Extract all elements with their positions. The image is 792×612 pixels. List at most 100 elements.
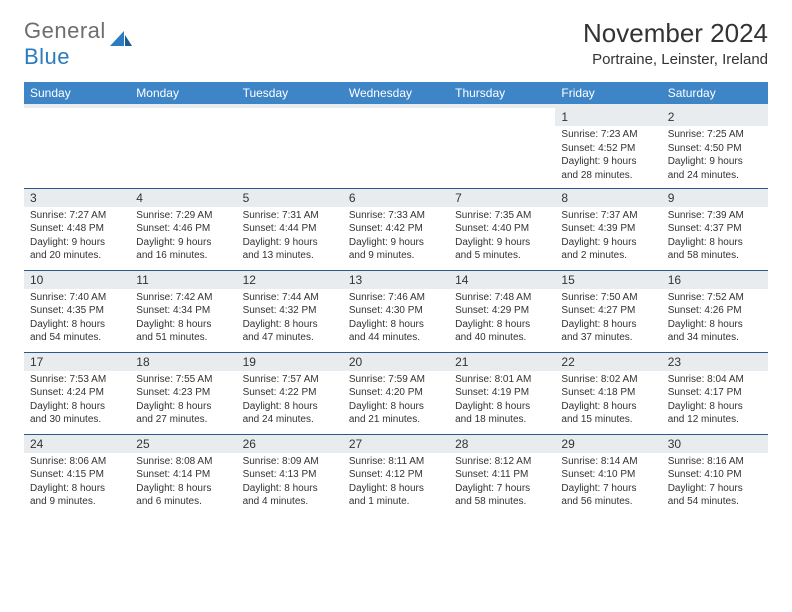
day-number: 26 bbox=[237, 435, 343, 453]
sunset-text: Sunset: 4:39 PM bbox=[561, 222, 655, 236]
day-number: 19 bbox=[237, 353, 343, 371]
daylight-text: Daylight: 8 hours and 18 minutes. bbox=[455, 400, 549, 427]
calendar-day-cell: 10Sunrise: 7:40 AMSunset: 4:35 PMDayligh… bbox=[24, 270, 130, 352]
sunset-text: Sunset: 4:50 PM bbox=[668, 142, 762, 156]
daylight-text: Daylight: 8 hours and 34 minutes. bbox=[668, 318, 762, 345]
sunset-text: Sunset: 4:32 PM bbox=[243, 304, 337, 318]
location-label: Portraine, Leinster, Ireland bbox=[583, 51, 768, 68]
brand-logo: General Blue bbox=[24, 18, 132, 70]
header: General Blue November 2024 Portraine, Le… bbox=[24, 18, 768, 70]
daylight-text: Daylight: 8 hours and 54 minutes. bbox=[30, 318, 124, 345]
day-body bbox=[449, 126, 555, 132]
daylight-text: Daylight: 9 hours and 16 minutes. bbox=[136, 236, 230, 263]
day-number: 10 bbox=[24, 271, 130, 289]
day-body: Sunrise: 7:53 AMSunset: 4:24 PMDaylight:… bbox=[24, 371, 130, 431]
calendar-day-cell: 20Sunrise: 7:59 AMSunset: 4:20 PMDayligh… bbox=[343, 352, 449, 434]
calendar-day-cell bbox=[343, 106, 449, 188]
sunrise-text: Sunrise: 7:40 AM bbox=[30, 291, 124, 305]
sunset-text: Sunset: 4:17 PM bbox=[668, 386, 762, 400]
sunset-text: Sunset: 4:52 PM bbox=[561, 142, 655, 156]
day-body: Sunrise: 7:29 AMSunset: 4:46 PMDaylight:… bbox=[130, 207, 236, 267]
weekday-header: Tuesday bbox=[237, 82, 343, 106]
sunset-text: Sunset: 4:11 PM bbox=[455, 468, 549, 482]
calendar-week-row: 1 Sunrise: 7:23 AMSunset: 4:52 PMDaylight… bbox=[24, 106, 768, 188]
daylight-text: Daylight: 8 hours and 4 minutes. bbox=[243, 482, 337, 509]
day-body bbox=[130, 126, 236, 132]
day-body: Sunrise: 8:08 AMSunset: 4:14 PMDaylight:… bbox=[130, 453, 236, 513]
sunrise-text: Sunrise: 7:37 AM bbox=[561, 209, 655, 223]
daylight-text: Daylight: 9 hours and 28 minutes. bbox=[561, 155, 655, 182]
calendar-day-cell: 9Sunrise: 7:39 AMSunset: 4:37 PMDaylight… bbox=[662, 188, 768, 270]
day-number: 4 bbox=[130, 189, 236, 207]
calendar-day-cell: 6Sunrise: 7:33 AMSunset: 4:42 PMDaylight… bbox=[343, 188, 449, 270]
title-block: November 2024 Portraine, Leinster, Irela… bbox=[583, 18, 768, 68]
sunrise-text: Sunrise: 8:14 AM bbox=[561, 455, 655, 469]
day-body: Sunrise: 7:33 AMSunset: 4:42 PMDaylight:… bbox=[343, 207, 449, 267]
sunset-text: Sunset: 4:30 PM bbox=[349, 304, 443, 318]
weekday-header: Saturday bbox=[662, 82, 768, 106]
sunrise-text: Sunrise: 7:29 AM bbox=[136, 209, 230, 223]
sunrise-text: Sunrise: 7:23 AM bbox=[561, 128, 655, 142]
daylight-text: Daylight: 9 hours and 20 minutes. bbox=[30, 236, 124, 263]
day-body: Sunrise: 8:06 AMSunset: 4:15 PMDaylight:… bbox=[24, 453, 130, 513]
sunset-text: Sunset: 4:20 PM bbox=[349, 386, 443, 400]
calendar-day-cell bbox=[237, 106, 343, 188]
day-number: 23 bbox=[662, 353, 768, 371]
day-number: 8 bbox=[555, 189, 661, 207]
day-body: Sunrise: 8:09 AMSunset: 4:13 PMDaylight:… bbox=[237, 453, 343, 513]
sunrise-text: Sunrise: 8:02 AM bbox=[561, 373, 655, 387]
day-number: 24 bbox=[24, 435, 130, 453]
sunset-text: Sunset: 4:15 PM bbox=[30, 468, 124, 482]
calendar-day-cell: 30Sunrise: 8:16 AMSunset: 4:10 PMDayligh… bbox=[662, 434, 768, 516]
daylight-text: Daylight: 8 hours and 51 minutes. bbox=[136, 318, 230, 345]
sunset-text: Sunset: 4:14 PM bbox=[136, 468, 230, 482]
sunset-text: Sunset: 4:42 PM bbox=[349, 222, 443, 236]
sunrise-text: Sunrise: 8:11 AM bbox=[349, 455, 443, 469]
day-body: Sunrise: 7:42 AMSunset: 4:34 PMDaylight:… bbox=[130, 289, 236, 349]
day-number: 15 bbox=[555, 271, 661, 289]
day-number: 11 bbox=[130, 271, 236, 289]
sunrise-text: Sunrise: 8:08 AM bbox=[136, 455, 230, 469]
sunset-text: Sunset: 4:12 PM bbox=[349, 468, 443, 482]
day-body: Sunrise: 8:16 AMSunset: 4:10 PMDaylight:… bbox=[662, 453, 768, 513]
day-body: Sunrise: 7:35 AMSunset: 4:40 PMDaylight:… bbox=[449, 207, 555, 267]
calendar-day-cell: 4Sunrise: 7:29 AMSunset: 4:46 PMDaylight… bbox=[130, 188, 236, 270]
sunset-text: Sunset: 4:19 PM bbox=[455, 386, 549, 400]
sunrise-text: Sunrise: 7:50 AM bbox=[561, 291, 655, 305]
daylight-text: Daylight: 9 hours and 2 minutes. bbox=[561, 236, 655, 263]
sunrise-text: Sunrise: 7:48 AM bbox=[455, 291, 549, 305]
sunset-text: Sunset: 4:44 PM bbox=[243, 222, 337, 236]
daylight-text: Daylight: 8 hours and 37 minutes. bbox=[561, 318, 655, 345]
daylight-text: Daylight: 9 hours and 9 minutes. bbox=[349, 236, 443, 263]
daylight-text: Daylight: 9 hours and 5 minutes. bbox=[455, 236, 549, 263]
day-number: 29 bbox=[555, 435, 661, 453]
daylight-text: Daylight: 8 hours and 9 minutes. bbox=[30, 482, 124, 509]
day-body: Sunrise: 8:14 AMSunset: 4:10 PMDaylight:… bbox=[555, 453, 661, 513]
day-number: 5 bbox=[237, 189, 343, 207]
calendar-day-cell: 28Sunrise: 8:12 AMSunset: 4:11 PMDayligh… bbox=[449, 434, 555, 516]
calendar-day-cell bbox=[130, 106, 236, 188]
daylight-text: Daylight: 8 hours and 21 minutes. bbox=[349, 400, 443, 427]
calendar-day-cell: 21Sunrise: 8:01 AMSunset: 4:19 PMDayligh… bbox=[449, 352, 555, 434]
day-number: 14 bbox=[449, 271, 555, 289]
sunrise-text: Sunrise: 7:52 AM bbox=[668, 291, 762, 305]
day-body: Sunrise: 7:44 AMSunset: 4:32 PMDaylight:… bbox=[237, 289, 343, 349]
day-number: 20 bbox=[343, 353, 449, 371]
weekday-header: Monday bbox=[130, 82, 236, 106]
day-body: Sunrise: 8:04 AMSunset: 4:17 PMDaylight:… bbox=[662, 371, 768, 431]
sunrise-text: Sunrise: 7:55 AM bbox=[136, 373, 230, 387]
day-number: 1 bbox=[555, 108, 661, 126]
daylight-text: Daylight: 7 hours and 56 minutes. bbox=[561, 482, 655, 509]
daylight-text: Daylight: 8 hours and 27 minutes. bbox=[136, 400, 230, 427]
day-body: Sunrise: 7:31 AMSunset: 4:44 PMDaylight:… bbox=[237, 207, 343, 267]
calendar-day-cell: 2Sunrise: 7:25 AMSunset: 4:50 PMDaylight… bbox=[662, 106, 768, 188]
brand-name: General Blue bbox=[24, 18, 106, 70]
day-body: Sunrise: 7:40 AMSunset: 4:35 PMDaylight:… bbox=[24, 289, 130, 349]
daylight-text: Daylight: 8 hours and 24 minutes. bbox=[243, 400, 337, 427]
day-number: 18 bbox=[130, 353, 236, 371]
weekday-header: Wednesday bbox=[343, 82, 449, 106]
daylight-text: Daylight: 9 hours and 13 minutes. bbox=[243, 236, 337, 263]
day-number: 3 bbox=[24, 189, 130, 207]
calendar-day-cell: 25Sunrise: 8:08 AMSunset: 4:14 PMDayligh… bbox=[130, 434, 236, 516]
calendar-day-cell: 19Sunrise: 7:57 AMSunset: 4:22 PMDayligh… bbox=[237, 352, 343, 434]
